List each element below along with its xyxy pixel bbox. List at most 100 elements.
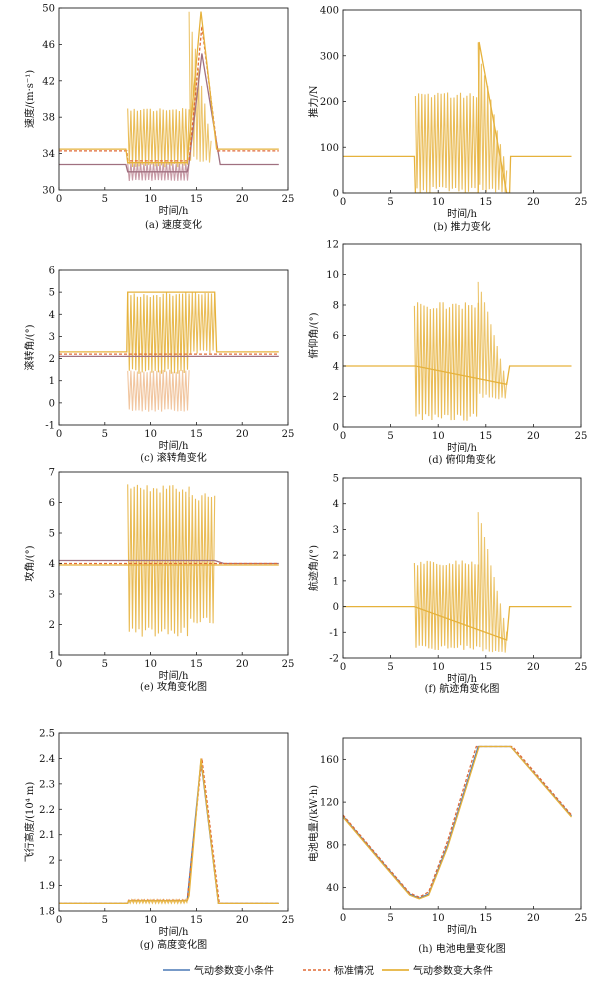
chart-g: 0 5 10 15 20 25 1.8 1.9 2 2.1 2.2 2.3 2.4 2.5 时间/h 飞行高度… [23, 729, 294, 952]
chart-h: 0 5 10 15 20 25 40 80 120 160 时间/h 电池电量/(kW·h) (h) 电… [307, 737, 587, 955]
x-tick-label-e: 5 [102, 659, 108, 670]
y-tick-label-c: 3 [49, 332, 55, 343]
y-axis-label-g: 飞行高度/(10⁴ m) [23, 782, 36, 863]
legend: 气动参数变小条件 标准情况 气动参数变大条件 [163, 964, 493, 977]
y-tick-label-g: 1.8 [39, 907, 55, 918]
y-tick-label-c: 4 [49, 310, 55, 321]
y-tick-label-d: 6 [333, 331, 339, 342]
x-tick-label-g: 20 [236, 915, 249, 926]
legend-label-large-params: 气动参数变大条件 [413, 964, 493, 977]
plot-area-h [343, 745, 572, 900]
plot-area-d [343, 281, 572, 421]
y-tick-label-b: 200 [320, 97, 339, 108]
y-tick-label-b: 300 [320, 51, 339, 62]
x-tick-label-c: 20 [236, 429, 249, 440]
y-tick-label-b: 100 [320, 143, 339, 154]
x-tick-label-a: 20 [236, 194, 249, 205]
y-tick-label-d: 4 [333, 362, 339, 373]
x-tick-label-e: 20 [236, 659, 249, 670]
y-tick-label-d: 2 [333, 392, 339, 403]
chart-a: 0 5 10 15 20 25 30 34 38 42 46 50 时间/h 速度/(m·s⁻¹) (a) … [23, 4, 294, 232]
y-tick-label-g: 2.2 [39, 805, 55, 816]
series-line-b-0 [343, 41, 572, 193]
x-tick-label-c: 15 [190, 429, 203, 440]
x-tick-label-b: 20 [527, 197, 540, 208]
x-tick-label-b: 0 [340, 197, 346, 208]
y-tick-label-f: -1 [329, 628, 339, 639]
series-line-g-1 [59, 758, 279, 905]
y-axis-label-a: 速度/(m·s⁻¹) [23, 70, 36, 128]
series-line-h-0 [343, 745, 572, 900]
x-tick-label-f: 15 [479, 662, 492, 673]
oscillation-band-e-1 [188, 493, 216, 624]
y-tick-label-h: 120 [320, 798, 339, 809]
y-tick-label-d: 10 [326, 270, 339, 281]
x-tick-label-g: 15 [190, 915, 203, 926]
caption-e: (e) 攻角变化图 [140, 680, 207, 693]
x-tick-label-a: 25 [282, 194, 295, 205]
x-axis-label-e: 时间/h [159, 669, 189, 682]
y-axis-label-c: 滚转角/(°) [23, 324, 36, 370]
y-tick-label-f: 5 [333, 474, 339, 485]
y-axis-label-h: 电池电量/(kW·h) [307, 785, 320, 862]
y-tick-label-f: 3 [333, 525, 339, 536]
series-line-c-2 [59, 291, 279, 353]
y-tick-label-d: 0 [333, 423, 339, 434]
y-tick-label-c: -1 [45, 421, 55, 432]
x-tick-label-e: 0 [56, 659, 62, 670]
x-axis-label-a: 时间/h [159, 204, 189, 217]
y-tick-label-e: 3 [49, 590, 55, 601]
oscillation-band-a-1 [127, 162, 190, 181]
y-tick-label-g: 2.4 [39, 754, 55, 765]
x-axis-label-f: 时间/h [447, 672, 477, 685]
x-tick-label-g: 0 [56, 915, 62, 926]
y-tick-label-e: 1 [49, 651, 55, 662]
x-tick-label-a: 0 [56, 194, 62, 205]
axes-frame-a [58, 7, 289, 191]
y-tick-label-b: 0 [333, 189, 339, 200]
chart-d: 0 5 10 15 20 25 0 2 4 6 8 10 12 时间/h 俯仰角/(°) (d) 俯仰角变化 [307, 240, 587, 467]
y-tick-label-e: 4 [49, 559, 55, 570]
x-tick-label-b: 25 [575, 197, 588, 208]
x-tick-label-h: 20 [527, 913, 540, 924]
series-line-h-2 [343, 745, 572, 900]
plot-area-g [59, 758, 279, 905]
y-tick-label-e: 2 [49, 620, 55, 631]
plot-area-c [59, 291, 279, 412]
x-tick-label-d: 25 [575, 431, 588, 442]
y-tick-label-g: 2.1 [39, 830, 55, 841]
oscillation-band-d-1 [477, 281, 508, 400]
plot-area-a [59, 11, 279, 181]
x-tick-label-g: 25 [282, 915, 295, 926]
y-tick-label-b: 400 [320, 6, 339, 17]
x-tick-label-d: 0 [340, 431, 346, 442]
series-line-g-2 [59, 758, 279, 905]
x-tick-label-a: 5 [102, 194, 108, 205]
y-tick-label-f: 4 [333, 499, 339, 510]
y-tick-label-a: 50 [42, 4, 55, 15]
y-axis-label-b: 推力/N [307, 85, 320, 117]
y-tick-label-f: 2 [333, 551, 339, 562]
y-tick-label-a: 46 [42, 40, 55, 51]
y-tick-label-c: 5 [49, 288, 55, 299]
y-tick-label-h: 40 [326, 883, 339, 894]
x-tick-label-c: 5 [102, 429, 108, 440]
x-tick-label-h: 5 [387, 913, 393, 924]
x-tick-label-g: 5 [102, 915, 108, 926]
x-tick-label-b: 10 [432, 197, 445, 208]
series-line-e-0 [59, 559, 279, 565]
x-tick-label-a: 15 [190, 194, 203, 205]
plot-area-b [343, 41, 572, 193]
series-line-d-0 [343, 365, 572, 386]
y-tick-label-c: 0 [49, 398, 55, 409]
y-tick-label-f: -2 [329, 654, 339, 665]
oscillation-band-c-0 [127, 292, 190, 374]
oscillation-band-b-1 [477, 42, 508, 193]
y-tick-label-a: 42 [42, 76, 55, 87]
y-tick-label-c: 6 [49, 266, 55, 277]
x-tick-label-e: 25 [282, 659, 295, 670]
x-tick-label-a: 10 [144, 194, 157, 205]
x-tick-label-h: 10 [432, 913, 445, 924]
caption-g: (g) 高度变化图 [140, 938, 207, 951]
caption-a: (a) 速度变化 [145, 218, 202, 231]
